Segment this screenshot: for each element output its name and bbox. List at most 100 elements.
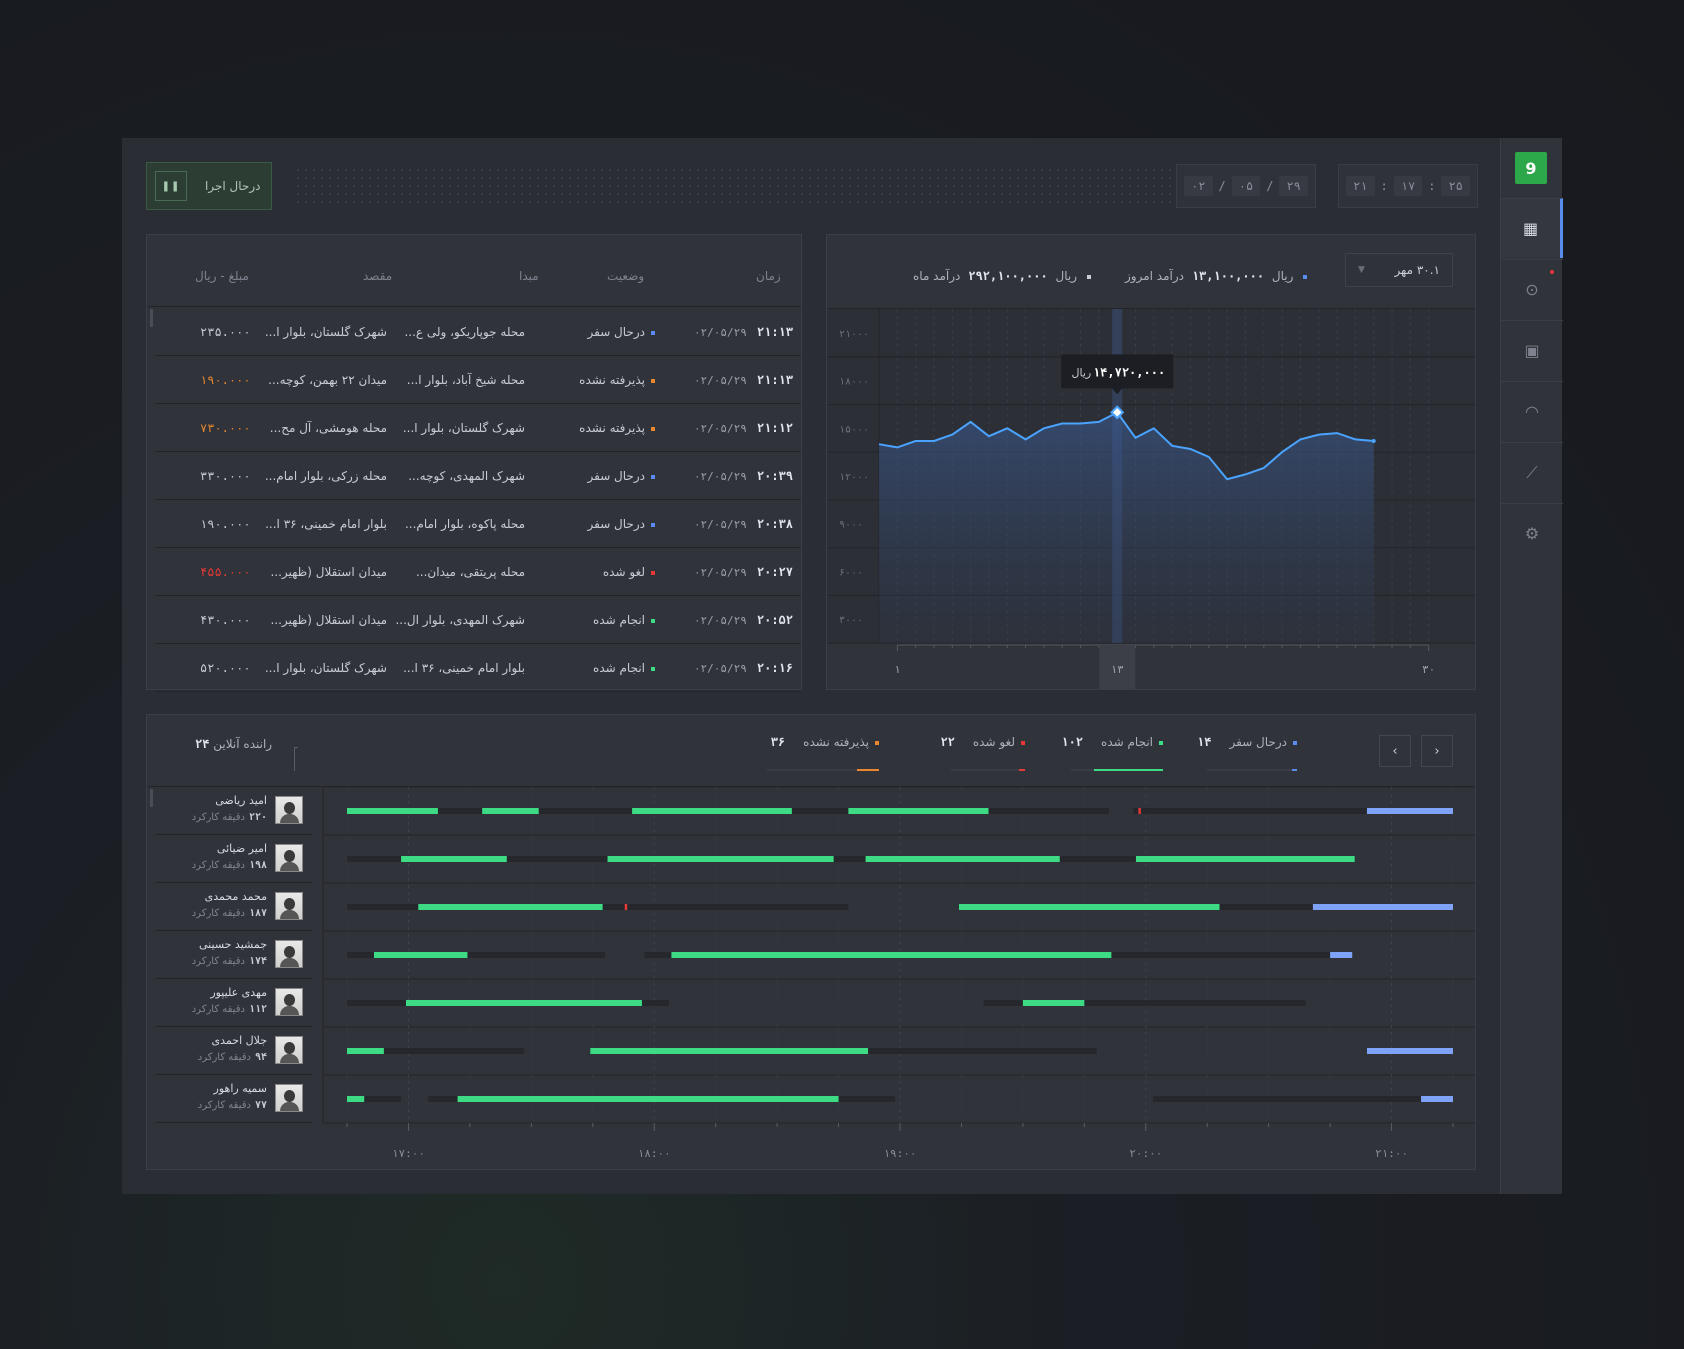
- trip-segment-done[interactable]: [632, 808, 792, 814]
- month-revenue-dot: [1086, 274, 1091, 279]
- timeline-scrollbar[interactable]: [150, 789, 153, 807]
- trip-segment-done[interactable]: [482, 808, 539, 814]
- driver-row[interactable]: مهدی علیپور ۱۱۲دقیقه کارکرد: [155, 979, 313, 1027]
- trip-segment-done[interactable]: [671, 952, 1112, 958]
- x-tick-label: ۱۳: [1111, 663, 1124, 676]
- trip-segment-done[interactable]: [347, 1048, 384, 1054]
- table-scrollbar[interactable]: [150, 309, 153, 327]
- driver-minutes-label: دقیقه کارکرد: [191, 812, 245, 823]
- col-destination-header[interactable]: مقصد: [363, 269, 393, 283]
- prev-page-button[interactable]: ‹: [1379, 735, 1411, 767]
- y-tick-label: ۱۵۰۰۰: [839, 424, 869, 435]
- table-row[interactable]: ۴۳۰.۰۰۰ میدان استقلال (ظهیر... شهرک المهدی…: [155, 596, 801, 644]
- stat-tab-3[interactable]: پذیرفته نشده ۳۶: [767, 735, 879, 771]
- trip-amount: ۴۵۵.۰۰۰: [200, 565, 251, 579]
- col-time-header[interactable]: زمان: [756, 269, 781, 283]
- trip-segment-trip[interactable]: [1366, 1048, 1453, 1054]
- trip-segment-done[interactable]: [1022, 1000, 1085, 1006]
- table-row[interactable]: ۲۳۵.۰۰۰ شهرک گلستان، بلوار ا... محله جوپار…: [155, 308, 801, 356]
- avatar-body: [280, 958, 299, 967]
- col-status-header[interactable]: وضعیت: [607, 269, 645, 283]
- driver-row[interactable]: محمد محمدی ۱۸۷دقیقه کارکرد: [155, 883, 313, 931]
- trip-segment-trip[interactable]: [1421, 1096, 1453, 1102]
- period-select[interactable]: ۳۰.۱ مهر ▼: [1345, 253, 1453, 287]
- stat-underline: [767, 769, 879, 771]
- table-row[interactable]: ۵۲۰.۰۰۰ شهرک گلستان، بلوار ا... بلوار امام…: [155, 644, 801, 692]
- stat-underline: [1071, 769, 1163, 771]
- trip-segment-done[interactable]: [418, 904, 603, 910]
- avatar-head: [284, 1042, 295, 1054]
- nav-item-settings[interactable]: ⚙: [1501, 503, 1563, 563]
- trip-segment-done[interactable]: [347, 808, 438, 814]
- trip-segment-done[interactable]: [347, 1096, 365, 1102]
- revenue-area: [879, 412, 1374, 643]
- driver-row[interactable]: امیر ضیائی ۱۹۸دقیقه کارکرد: [155, 835, 313, 883]
- trip-destination: میدان استقلال (ظهیر...: [270, 565, 387, 579]
- stat-count: ۳۶: [770, 735, 786, 749]
- trip-status: پذیرفته نشده: [555, 421, 655, 435]
- month-revenue: ریال ۲۹۲,۱۰۰,۰۰۰ درآمد ماه: [913, 269, 1091, 283]
- stat-tab-2[interactable]: لغو شده ۲۲: [940, 735, 1025, 771]
- trip-status-label: پذیرفته نشده: [579, 421, 645, 435]
- table-row[interactable]: ۴۵۵.۰۰۰ میدان استقلال (ظهیر... محله پریتقی…: [155, 548, 801, 596]
- trip-amount: ۵۲۰.۰۰۰: [200, 661, 251, 675]
- trip-segment-done[interactable]: [401, 856, 507, 862]
- revenue-area-chart[interactable]: ۲۱۰۰۰ ۱۸۰۰۰ ۱۵۰۰۰ ۱۲۰۰۰ ۹۰۰۰ ۶۰۰۰ ۳۰۰۰ ۱۴,۷۲۰,۰…: [827, 309, 1475, 689]
- trip-segment-done[interactable]: [374, 952, 468, 958]
- trip-segment-done[interactable]: [848, 808, 989, 814]
- highlight-point[interactable]: [1110, 405, 1125, 420]
- trip-segment-trip[interactable]: [1312, 904, 1453, 910]
- driver-row[interactable]: جمشید حسینی ۱۷۴دقیقه کارکرد: [155, 931, 313, 979]
- dashboard-frame: 9 ▦ ⊙ ▣ ◠ ⟋ ⚙ ❚❚ درحال اجرا ۲۹ / ۰۵ / ۰۲ ۲۵ :…: [122, 138, 1563, 1194]
- driver-row[interactable]: جلال احمدی ۹۴دقیقه کارکرد: [155, 1027, 313, 1075]
- trip-clock: ۲۰:۳۹: [756, 469, 793, 483]
- stat-underline: [1207, 769, 1297, 771]
- nav-item-headset[interactable]: ◠: [1501, 381, 1563, 441]
- driver-minutes-label: دقیقه کارکرد: [191, 908, 245, 919]
- next-page-button[interactable]: ›: [1421, 735, 1453, 767]
- stat-tab-1[interactable]: انجام شده ۱۰۲: [1061, 735, 1163, 771]
- nav-item-profile-card[interactable]: ▣: [1501, 320, 1563, 380]
- col-origin-header[interactable]: مبدا: [519, 269, 539, 283]
- nav-item-dashboard[interactable]: ▦: [1501, 198, 1563, 258]
- trip-segment-done[interactable]: [405, 1000, 642, 1006]
- running-status-button[interactable]: ❚❚ درحال اجرا: [146, 162, 272, 210]
- trip-status-label: درحال سفر: [587, 517, 646, 531]
- trip-segment-done[interactable]: [1135, 856, 1355, 862]
- app-logo[interactable]: 9: [1515, 152, 1547, 184]
- nav-item-chart[interactable]: ⟋: [1501, 442, 1563, 502]
- settings-icon: ⚙: [1524, 523, 1540, 543]
- trip-clock: ۲۱:۱۳: [756, 373, 793, 387]
- table-row[interactable]: ۳۳۰.۰۰۰ محله زرکی، بلوار امام... شهرک المه…: [155, 452, 801, 500]
- trip-status: درحال سفر: [555, 517, 655, 531]
- trip-segment-cancel[interactable]: [624, 904, 628, 910]
- trip-segment-done[interactable]: [865, 856, 1060, 862]
- stat-tab-0[interactable]: درحال سفر ۱۴: [1197, 735, 1297, 771]
- driver-minutes: ۱۹۸دقیقه کارکرد: [192, 860, 267, 871]
- driver-timeline-chart: ۱۷:۰۰ ۱۸:۰۰ ۱۹:۰۰ ۲۰:۰۰ ۲۱:۰۰: [322, 787, 1475, 1160]
- trip-clock: ۲۰:۵۲: [756, 613, 793, 627]
- trip-segment-trip[interactable]: [1330, 952, 1353, 958]
- trip-segment-trip[interactable]: [1366, 808, 1453, 814]
- driver-row[interactable]: امید ریاضی ۲۲۰دقیقه کارکرد: [155, 787, 313, 835]
- avatar-body: [280, 814, 299, 823]
- col-amount-header[interactable]: مبلغ - ریال: [195, 269, 249, 283]
- driver-minutes-value: ۷۷: [254, 1100, 267, 1111]
- table-row[interactable]: ۷۳۰.۰۰۰ محله هومشی، آل مح... شهرک گلستان، …: [155, 404, 801, 452]
- trip-status-label: پذیرفته نشده: [579, 373, 645, 387]
- trip-segment-cancel[interactable]: [1138, 808, 1141, 814]
- trip-segment-done[interactable]: [958, 904, 1220, 910]
- avatar: [275, 940, 303, 968]
- driver-row[interactable]: سمیه راهور ۷۷دقیقه کارکرد: [155, 1075, 313, 1123]
- trip-segment-done[interactable]: [607, 856, 834, 862]
- trip-status-label: انجام شده: [593, 661, 645, 675]
- table-row[interactable]: ۱۹۰.۰۰۰ بلوار امام خمینی، ۳۶ ا... محله پاک…: [155, 500, 801, 548]
- trips-table: مبلغ - ریال مقصد مبدا وضعیت زمان ۲۳۵.۰۰۰…: [146, 234, 802, 692]
- driver-minutes: ۱۱۲دقیقه کارکرد: [192, 1004, 267, 1015]
- trip-segment-done[interactable]: [457, 1096, 839, 1102]
- trip-segment-done[interactable]: [590, 1048, 869, 1054]
- table-row[interactable]: ۱۹۰.۰۰۰ میدان ۲۲ بهمن، کوچه... محله شیخ آب…: [155, 356, 801, 404]
- trip-origin: محله پاکوه، بلوار امام...: [404, 517, 525, 531]
- nav-item-location-pin[interactable]: ⊙: [1501, 259, 1563, 319]
